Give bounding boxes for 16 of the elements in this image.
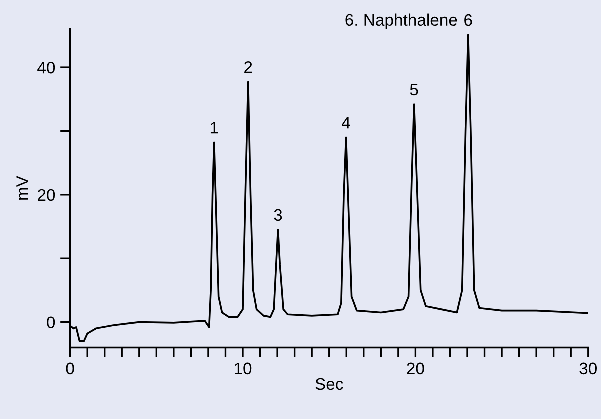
annotation: 5 [410,84,418,96]
annotation: 1 [210,122,218,134]
text: 6. Naphthalene [346,14,458,30]
x-tick-label: 10 [235,362,252,375]
x-axis-title: Sec [316,378,344,390]
y-axis-title: mV [16,176,28,200]
x-tick-label: 20 [407,362,424,375]
annotation: 6 [464,14,472,26]
y-tick-label: 20 [38,189,56,202]
x-tick-label: 0 [66,362,74,375]
y-tick-label: 0 [47,316,56,328]
y-tick-label: 40 [38,62,56,74]
annotation: 2 [244,62,252,74]
annotation: 3 [274,209,282,222]
x-tick-label: 30 [580,362,597,375]
annotation: 4 [342,117,350,129]
